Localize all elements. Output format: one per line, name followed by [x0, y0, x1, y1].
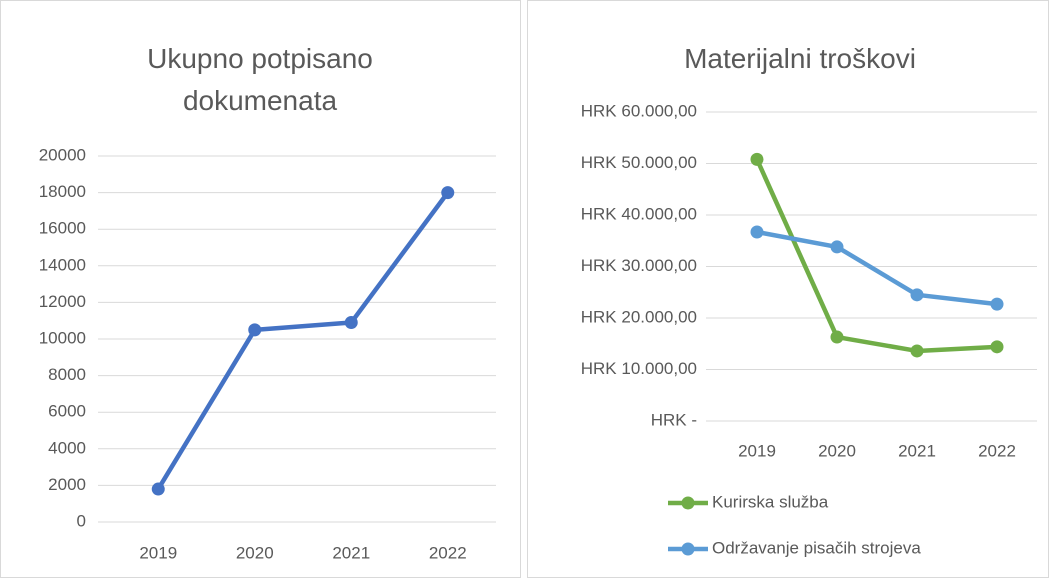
data-point	[750, 152, 764, 166]
chart-title: Materijalni troškovi	[684, 43, 916, 74]
x-tick-label: 2022	[978, 441, 1016, 460]
x-tick-label: 2022	[429, 543, 467, 562]
y-tick-label: 20000	[39, 145, 86, 164]
y-tick-label: 14000	[39, 255, 86, 274]
y-tick-label: 8000	[48, 365, 86, 384]
y-tick-label: 10000	[39, 328, 86, 347]
y-tick-label: 4000	[48, 438, 86, 457]
legend-marker	[681, 542, 695, 556]
x-tick-label: 2019	[139, 543, 177, 562]
data-point	[990, 340, 1004, 354]
data-point	[750, 225, 764, 239]
y-tick-label: HRK 20.000,00	[581, 307, 697, 326]
data-point	[990, 297, 1004, 311]
y-tick-label: HRK 60.000,00	[581, 101, 697, 120]
y-tick-label: 18000	[39, 182, 86, 201]
series-line	[754, 158, 998, 354]
legend-label: Kurirska služba	[712, 492, 829, 511]
data-point	[830, 240, 844, 254]
y-tick-label: 6000	[48, 402, 86, 421]
y-tick-label: HRK -	[651, 410, 697, 429]
x-tick-label: 2019	[738, 441, 776, 460]
legend-marker	[681, 496, 695, 510]
data-point	[248, 323, 262, 337]
series-line	[756, 229, 998, 307]
y-tick-label: HRK 30.000,00	[581, 256, 697, 275]
data-point	[441, 186, 455, 200]
data-point	[910, 344, 924, 358]
data-point	[910, 288, 924, 302]
x-tick-label: 2021	[332, 543, 370, 562]
chart-title: Ukupno potpisano dokumenata	[147, 43, 373, 116]
data-point	[830, 330, 844, 344]
y-tick-label: HRK 40.000,00	[581, 204, 697, 223]
x-tick-label: 2020	[236, 543, 274, 562]
y-tick-label: HRK 50.000,00	[581, 153, 697, 172]
data-point	[344, 316, 358, 330]
y-tick-label: 12000	[39, 292, 86, 311]
x-tick-label: 2021	[898, 441, 936, 460]
data-point	[151, 482, 165, 496]
y-tick-label: 2000	[48, 475, 86, 494]
y-tick-label: HRK 10.000,00	[581, 359, 697, 378]
y-tick-label: 0	[77, 511, 86, 530]
x-tick-label: 2020	[818, 441, 856, 460]
series-line	[156, 191, 450, 491]
legend-label: Održavanje pisačih strojeva	[712, 538, 921, 557]
chart-border	[527, 0, 1049, 578]
y-tick-label: 16000	[39, 219, 86, 238]
